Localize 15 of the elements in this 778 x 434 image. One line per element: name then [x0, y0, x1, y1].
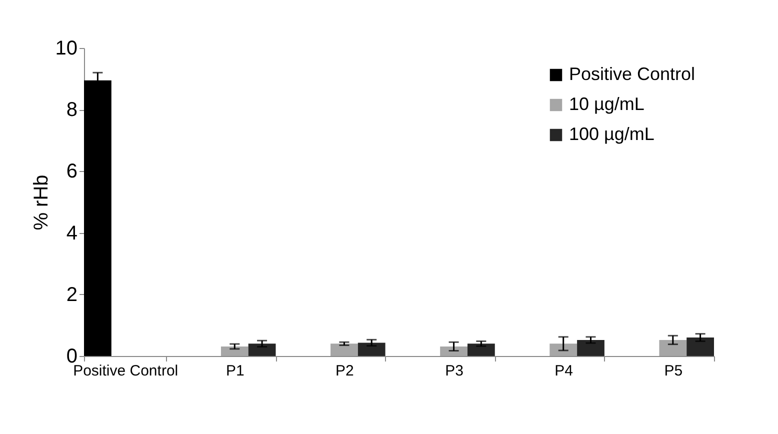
y-axis-title: % rHb [30, 174, 52, 230]
x-tick-label: P1 [226, 362, 244, 380]
y-tick-label: 2 [66, 284, 78, 306]
legend-label: 10 µg/mL [569, 94, 644, 114]
y-tick-label: 6 [66, 160, 78, 183]
x-tick-label: P4 [554, 362, 574, 380]
x-tick-label: P3 [445, 362, 464, 380]
x-tick-label: Positive Control [73, 362, 178, 380]
y-tick-label: 8 [66, 99, 78, 122]
legend-label: Positive Control [569, 64, 696, 84]
x-tick-label: P2 [336, 362, 354, 380]
y-tick-label: 4 [66, 222, 78, 244]
legend-label: 100 µg/mL [569, 124, 654, 144]
x-tick-label: P5 [664, 362, 683, 380]
y-tick-label: 10 [55, 38, 78, 60]
